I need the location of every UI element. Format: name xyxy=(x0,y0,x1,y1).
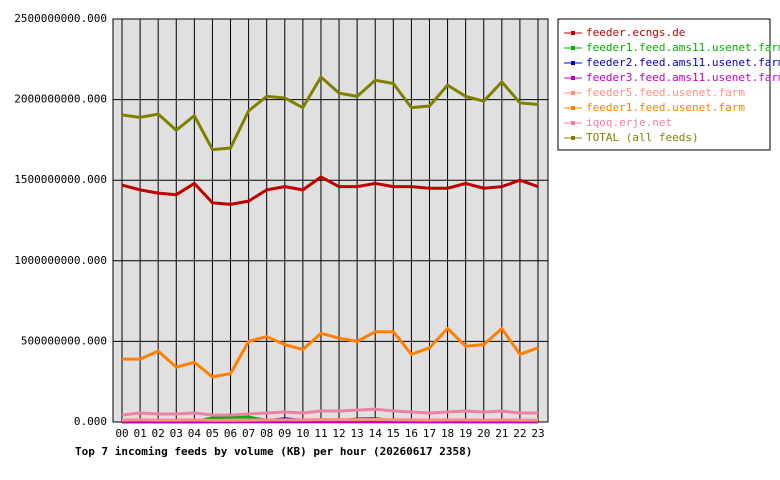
legend-marker xyxy=(571,91,575,95)
x-tick-label: 12 xyxy=(332,427,345,440)
y-tick-label: 500000000.000 xyxy=(21,334,107,347)
x-tick-label: 17 xyxy=(423,427,436,440)
plot-area xyxy=(112,18,549,423)
series-line xyxy=(122,327,539,379)
x-tick-label: 06 xyxy=(224,427,237,440)
x-tick-label: 08 xyxy=(260,427,273,440)
x-tick-label: 10 xyxy=(296,427,309,440)
legend-label: feeder3.feed.ams11.usenet.farm xyxy=(586,71,780,84)
legend-label: feeder1.feed.usenet.farm xyxy=(586,101,745,114)
x-tick-label: 13 xyxy=(351,427,364,440)
x-tick-label: 07 xyxy=(242,427,255,440)
legend-label: iqoq.erje.net xyxy=(586,116,672,129)
y-tick-label: 1500000000.000 xyxy=(14,173,107,186)
series-line xyxy=(121,417,538,422)
legend-label: feeder2.feed.ams11.usenet.farm xyxy=(586,56,780,69)
x-tick-label: 00 xyxy=(115,427,128,440)
x-tick-label: 04 xyxy=(188,427,202,440)
series-line xyxy=(121,175,539,206)
legend-marker xyxy=(571,31,575,35)
x-tick-label: 22 xyxy=(513,427,526,440)
x-tick-label: 19 xyxy=(459,427,472,440)
x-tick-label: 03 xyxy=(170,427,183,440)
y-tick-label: 0.000 xyxy=(74,415,107,428)
x-tick-label: 11 xyxy=(314,427,327,440)
y-tick-label: 2000000000.000 xyxy=(14,93,107,106)
x-tick-label: 18 xyxy=(441,427,454,440)
legend-label: feeder5.feed.usenet.farm xyxy=(586,86,745,99)
x-tick-label: 05 xyxy=(206,427,219,440)
legend xyxy=(557,18,771,151)
legend-label: feeder1.feed.ams11.usenet.farm xyxy=(586,41,780,54)
x-tick-label: 20 xyxy=(477,427,490,440)
legend-marker xyxy=(571,121,575,125)
x-tick-label: 09 xyxy=(278,427,291,440)
legend-marker xyxy=(571,76,575,80)
series-line xyxy=(121,75,539,152)
x-tick-label: 15 xyxy=(387,427,400,440)
legend-label: TOTAL (all feeds) xyxy=(586,131,699,144)
y-tick-label: 2500000000.000 xyxy=(14,12,107,25)
x-tick-label: 14 xyxy=(369,427,383,440)
legend-label: feeder.ecngs.de xyxy=(586,26,685,39)
legend-marker xyxy=(571,61,575,65)
x-tick-label: 02 xyxy=(152,427,165,440)
legend-marker xyxy=(571,106,575,110)
y-tick-label: 1000000000.000 xyxy=(14,254,107,267)
x-tick-label: 01 xyxy=(133,427,146,440)
series-line xyxy=(121,407,538,417)
chart-title: Top 7 incoming feeds by volume (KB) per … xyxy=(75,445,472,458)
x-tick-label: 23 xyxy=(531,427,544,440)
legend-marker xyxy=(571,46,575,50)
x-tick-label: 21 xyxy=(495,427,508,440)
x-tick-label: 16 xyxy=(405,427,418,440)
legend-marker xyxy=(571,136,575,140)
